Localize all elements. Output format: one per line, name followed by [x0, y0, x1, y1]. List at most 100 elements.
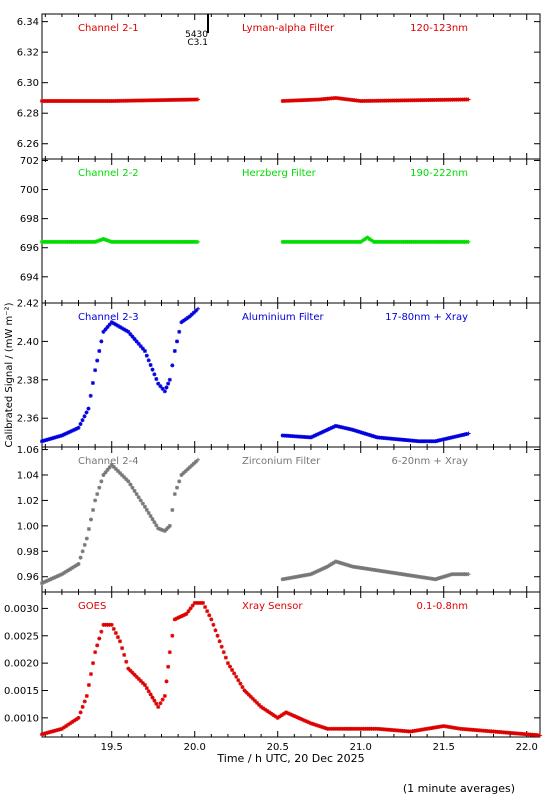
data-point [167, 650, 172, 655]
panel-filter-label: Xray Sensor [242, 601, 303, 612]
data-point [140, 501, 145, 506]
series-segment-2 [280, 235, 471, 244]
data-point [464, 572, 469, 577]
x-axis-label: Time / h UTC, 20 Dec 2025 [216, 752, 364, 765]
data-point [150, 517, 155, 522]
data-point [196, 239, 201, 244]
data-point [230, 667, 235, 672]
y-tick-label: 1.04 [17, 470, 39, 481]
y-tick-label: 0.96 [17, 572, 39, 583]
panel-frame [41, 591, 541, 738]
data-point [91, 661, 96, 666]
data-point [128, 482, 133, 487]
x-tick-label: 20.5 [267, 742, 289, 753]
data-point [223, 655, 228, 660]
y-tick-label: 6.34 [17, 17, 39, 28]
data-point [172, 349, 177, 353]
data-point [170, 507, 175, 512]
y-tick-label: 0.98 [17, 547, 39, 558]
data-point [152, 520, 157, 525]
data-point [140, 346, 145, 351]
data-point [118, 639, 123, 644]
data-point [166, 664, 171, 669]
data-point [175, 485, 180, 490]
data-point [162, 693, 167, 698]
data-point [329, 425, 334, 430]
data-point [80, 418, 85, 423]
data-point [97, 485, 102, 490]
data-point [196, 306, 201, 311]
data-point [215, 633, 220, 638]
data-point [191, 461, 196, 466]
data-point [78, 710, 83, 715]
data-point [171, 97, 176, 102]
data-point [148, 514, 153, 519]
data-point [211, 622, 216, 627]
y-tick-label: 0.0020 [4, 659, 39, 670]
data-point [84, 410, 89, 415]
data-point [217, 639, 222, 644]
panel-channel-label: Channel 2-4 [78, 456, 139, 467]
x-tick-label: 21.0 [350, 742, 372, 753]
data-point [164, 385, 169, 390]
data-point [154, 523, 159, 528]
data-point [154, 701, 159, 706]
data-point [466, 431, 471, 436]
data-point [142, 683, 147, 688]
data-point [466, 239, 471, 244]
data-point [298, 716, 303, 721]
data-point [187, 314, 192, 319]
y-tick-label: 6.26 [17, 139, 39, 150]
y-tick-label: 1.02 [17, 496, 39, 507]
data-point [95, 358, 100, 363]
panel-channel-label: GOES [78, 601, 106, 612]
panel-channel-label: Channel 2-3 [78, 312, 139, 323]
data-point [213, 628, 218, 633]
series-segment-1 [40, 237, 201, 244]
data-point [160, 697, 165, 702]
data-point [166, 381, 171, 386]
x-tick-label: 21.5 [433, 742, 455, 753]
data-point [80, 549, 85, 554]
y-tick-label: 2.36 [17, 414, 39, 425]
series-segment-1 [40, 306, 201, 444]
data-point [76, 425, 81, 430]
data-point [183, 469, 188, 474]
panel-band-label: 0.1-0.8nm [417, 601, 469, 612]
data-point [93, 368, 98, 373]
y-tick-label: 6.28 [17, 109, 39, 120]
data-point [538, 733, 542, 738]
panel-4: 0.96 0.98 1.00 1.02 1.04 1.06 Channel 2-4 Zirco… [17, 445, 541, 593]
data-point [144, 507, 149, 512]
series-segment-2 [280, 559, 471, 582]
data-point [209, 617, 214, 622]
y-axis-label: Calibrated Signal / (mW m⁻²) [4, 302, 15, 447]
panel-frame [41, 158, 541, 304]
data-point [154, 376, 159, 381]
panel-band-label: 6-20nm + Xray [391, 456, 468, 467]
data-point [88, 672, 93, 677]
data-point [120, 326, 125, 331]
panel-filter-label: Zirconium Filter [242, 456, 321, 467]
y-tick-label: 700 [20, 185, 39, 196]
panel-3: 2.36 2.38 2.40 2.42 Channel 2-3 Aluminium Fil… [17, 299, 541, 448]
data-point [150, 695, 155, 700]
data-point [281, 711, 286, 716]
data-point [82, 542, 87, 547]
series-segment-1 [40, 97, 201, 103]
y-tick-label: 702 [20, 156, 39, 167]
data-point [148, 692, 153, 697]
data-point [164, 679, 169, 684]
data-point [267, 710, 272, 715]
data-point [175, 339, 180, 344]
data-point [91, 507, 96, 512]
y-tick-label: 6.32 [17, 48, 39, 59]
flare-marker-label: C3.1 [187, 38, 208, 48]
panel-1: 6.26 6.28 6.30 6.32 6.34 Channel 2-1 Lyman-alp… [17, 13, 541, 160]
data-point [93, 650, 98, 655]
data-point [170, 633, 175, 638]
data-point [236, 678, 241, 683]
data-point [136, 495, 141, 500]
footnote: (1 minute averages) [403, 782, 515, 795]
series-segment-1 [40, 600, 542, 738]
